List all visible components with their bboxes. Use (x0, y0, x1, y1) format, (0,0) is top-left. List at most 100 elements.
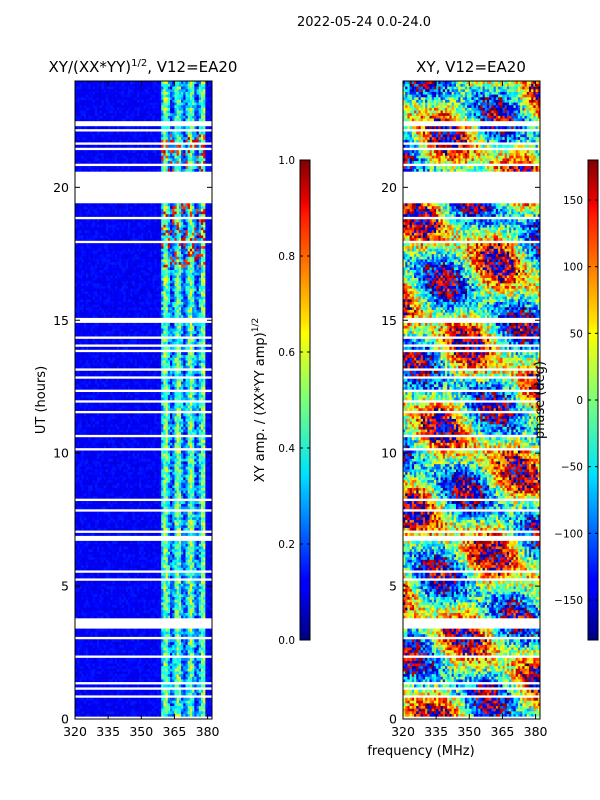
heatmap-cell (136, 607, 140, 611)
heatmap-cell (83, 671, 87, 675)
heatmap-cell (207, 665, 211, 669)
heatmap-cell (147, 506, 151, 510)
heatmap-cell (112, 572, 116, 576)
heatmap-cell (183, 689, 186, 693)
heatmap-cell (161, 477, 164, 481)
heatmap-cell (183, 665, 186, 669)
heatmap-cell (150, 580, 153, 584)
heatmap-cell (167, 519, 171, 523)
heatmap-cell (198, 663, 202, 667)
heatmap-cell (183, 506, 186, 510)
heatmap-cell (156, 564, 160, 568)
heatmap-cell (189, 506, 193, 510)
heatmap-cell (121, 684, 124, 688)
heatmap-cell (183, 564, 186, 568)
heatmap-cell (158, 524, 162, 528)
heatmap-cell (161, 591, 164, 595)
heatmap-cell (81, 556, 85, 560)
heatmap-cell (130, 610, 133, 613)
heatmap-cell (81, 474, 85, 478)
heatmap-cell (77, 612, 80, 616)
heatmap-cell (178, 594, 182, 598)
heatmap-cell (114, 562, 118, 566)
heatmap-cell (187, 546, 191, 550)
heatmap-cell (110, 586, 113, 590)
heatmap-cell (145, 458, 149, 462)
heatmap-cell (94, 461, 98, 465)
heatmap-cell (176, 639, 180, 643)
heatmap-cell (90, 657, 93, 661)
heatmap-cell (172, 641, 175, 645)
heatmap-cell (81, 554, 85, 558)
heatmap-cell (196, 516, 200, 520)
heatmap-cell (187, 485, 191, 489)
heatmap-cell (170, 543, 173, 547)
heatmap-cell (209, 639, 212, 643)
heatmap-cell (128, 700, 131, 704)
heatmap-cell (154, 479, 158, 483)
heatmap-cell (167, 689, 171, 693)
heatmap-cell (209, 657, 212, 661)
heatmap-cell (158, 660, 162, 664)
heatmap-cell (143, 516, 147, 520)
heatmap-cell (90, 490, 93, 494)
heatmap-cell (90, 588, 93, 592)
heatmap-cell (90, 516, 93, 520)
heatmap-cell (174, 485, 177, 489)
heatmap-cell (108, 556, 111, 560)
heatmap-cell (200, 599, 204, 603)
heatmap-cell (92, 477, 96, 481)
heatmap-cell (176, 466, 180, 470)
heatmap-cell (99, 548, 102, 552)
heatmap-cell (79, 668, 82, 672)
heatmap-cell (108, 708, 111, 712)
heatmap-cell (128, 652, 131, 656)
heatmap-cell (105, 522, 109, 526)
heatmap-cell (86, 679, 89, 683)
heatmap-cell (196, 482, 200, 486)
heatmap-cell (194, 588, 197, 592)
heatmap-cell (79, 540, 82, 544)
heatmap-cell (154, 463, 158, 467)
heatmap-cell (165, 657, 169, 661)
heatmap-cell (143, 679, 147, 683)
heatmap-cell (192, 487, 195, 491)
heatmap-cell (88, 527, 91, 531)
heatmap-cell (165, 562, 169, 566)
heatmap-cell (158, 671, 162, 675)
heatmap-cell (77, 583, 80, 587)
heatmap-cell (141, 633, 144, 637)
heatmap-cell (196, 652, 200, 656)
heatmap-cell (194, 663, 197, 667)
heatmap-cell (161, 604, 164, 608)
heatmap-cell (154, 540, 158, 544)
heatmap-cell (194, 652, 197, 656)
heatmap-cell (196, 679, 200, 683)
heatmap-cell (88, 540, 91, 544)
heatmap-cell (192, 652, 195, 656)
heatmap-cell (176, 580, 180, 584)
heatmap-cell (83, 607, 87, 611)
heatmap-cell (156, 679, 160, 683)
heatmap-cell (207, 713, 211, 717)
heatmap-cell (86, 479, 89, 483)
heatmap-cell (125, 485, 129, 489)
heatmap-cell (178, 554, 182, 558)
heatmap-cell (163, 631, 166, 635)
heatmap-cell (189, 540, 193, 544)
heatmap-cell (163, 665, 166, 669)
heatmap-cell (196, 628, 200, 632)
heatmap-cell (116, 463, 120, 467)
heatmap-cell (125, 495, 129, 499)
heatmap-cell (176, 519, 180, 523)
heatmap-cell (167, 572, 171, 576)
heatmap-cell (116, 503, 120, 507)
heatmap-cell (105, 586, 109, 590)
heatmap-cell (81, 458, 85, 462)
heatmap-cell (154, 485, 158, 489)
heatmap-cell (192, 556, 195, 560)
heatmap-cell (116, 493, 120, 496)
heatmap-cell (189, 490, 193, 494)
heatmap-cell (92, 559, 96, 563)
heatmap-cell (185, 673, 188, 677)
